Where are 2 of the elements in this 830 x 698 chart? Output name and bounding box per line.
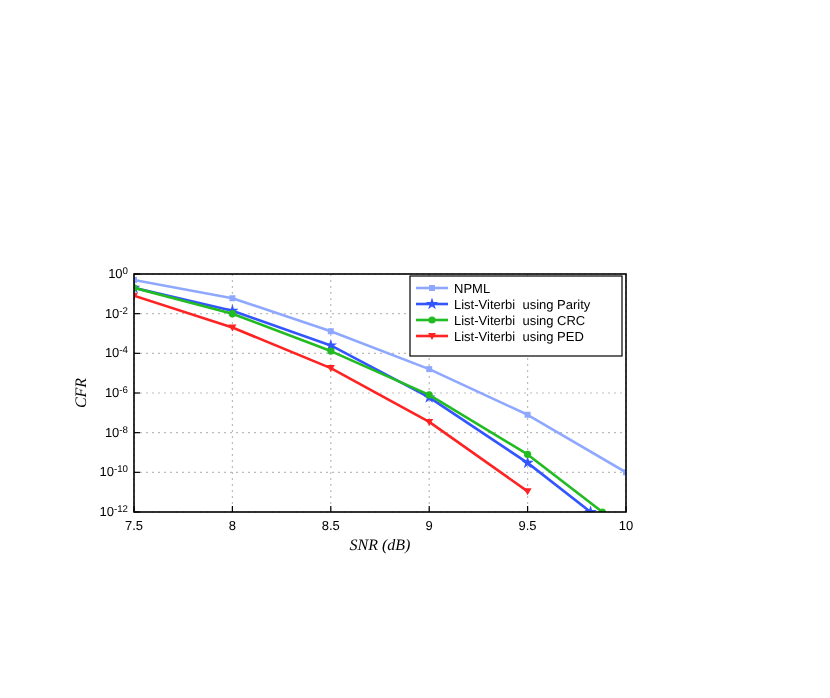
y-axis-title: CFR xyxy=(72,377,90,409)
x-axis-title: SNR (dB) xyxy=(349,536,412,554)
